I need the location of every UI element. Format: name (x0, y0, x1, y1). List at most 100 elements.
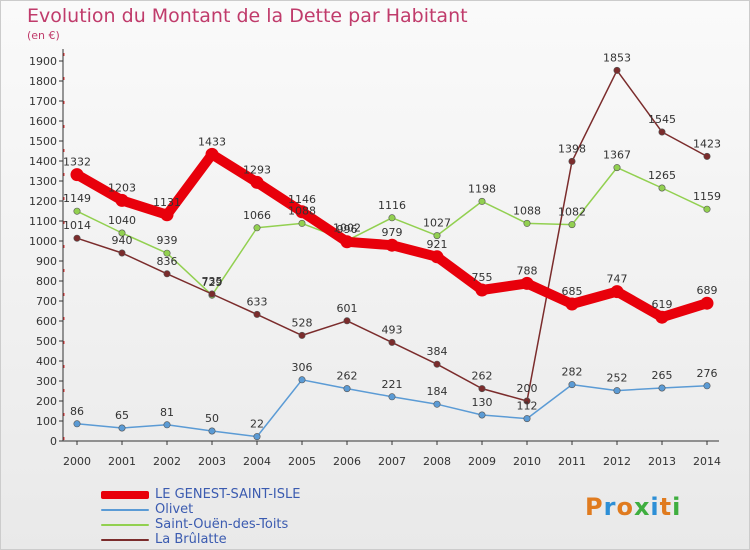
data-label-2: 1082 (558, 206, 586, 219)
logo-letter: i (672, 493, 682, 521)
legend-label: Saint-Ouën-des-Toits (155, 517, 289, 532)
y-tick-label: 800 (36, 275, 57, 288)
logo-letter: t (659, 493, 673, 521)
data-label-2: 1198 (468, 182, 496, 195)
data-label-2: 1088 (288, 204, 316, 217)
y-tick-label: 1500 (29, 135, 57, 148)
x-tick-label: 2012 (603, 455, 631, 468)
y-tick-label: 600 (36, 315, 57, 328)
series-point-0 (205, 147, 219, 161)
series-point-0 (610, 285, 624, 299)
series-point-3 (388, 338, 396, 346)
series-point-1 (298, 376, 306, 384)
data-label-3: 200 (517, 382, 538, 395)
series-point-0 (295, 205, 309, 219)
series-point-3 (298, 331, 306, 339)
x-tick-label: 2007 (378, 455, 406, 468)
series-point-3 (208, 290, 216, 298)
series-point-3 (568, 157, 576, 165)
data-label-0: 755 (472, 271, 493, 284)
data-label-1: 112 (517, 400, 538, 413)
data-label-3: 940 (112, 234, 133, 247)
legend-swatch (101, 538, 149, 541)
series-point-2 (703, 205, 711, 213)
x-tick-label: 2009 (468, 455, 496, 468)
series-point-2 (298, 219, 306, 227)
data-label-1: 282 (562, 366, 583, 379)
legend-label: Olivet (155, 502, 194, 517)
x-tick-label: 2013 (648, 455, 676, 468)
series-point-1 (208, 427, 216, 435)
data-label-3: 1545 (648, 113, 676, 126)
data-label-3: 1853 (603, 51, 631, 64)
data-label-3: 384 (427, 345, 448, 358)
series-point-0 (655, 310, 669, 324)
data-label-0: 1203 (108, 181, 136, 194)
series-point-0 (700, 296, 714, 310)
legend-item: La Brûlatte (101, 532, 300, 547)
data-label-0: 747 (607, 273, 628, 286)
data-label-3: 735 (202, 275, 223, 288)
y-tick-label: 1400 (29, 155, 57, 168)
data-label-1: 262 (337, 370, 358, 383)
y-tick-label: 500 (36, 335, 57, 348)
data-label-2: 1149 (63, 192, 91, 205)
series-point-0 (475, 283, 489, 297)
series-point-3 (253, 310, 261, 318)
data-label-3: 262 (472, 370, 493, 383)
data-label-1: 306 (292, 361, 313, 374)
series-point-1 (568, 381, 576, 389)
x-tick-label: 2008 (423, 455, 451, 468)
series-point-0 (250, 175, 264, 189)
x-tick-label: 2001 (108, 455, 136, 468)
y-tick-label: 1300 (29, 175, 57, 188)
data-label-1: 184 (427, 385, 448, 398)
data-label-2: 1066 (243, 209, 271, 222)
y-tick-label: 200 (36, 395, 57, 408)
data-label-0: 1146 (288, 193, 316, 206)
logo-letter: r (603, 493, 617, 521)
data-label-1: 276 (697, 367, 718, 380)
logo-letter: i (650, 493, 660, 521)
data-label-1: 22 (250, 418, 264, 431)
series-point-0 (385, 238, 399, 252)
data-label-3: 1423 (693, 137, 721, 150)
x-tick-label: 2011 (558, 455, 586, 468)
data-label-0: 1332 (63, 156, 91, 169)
legend-item: LE GENEST-SAINT-ISLE (101, 487, 300, 502)
series-point-1 (523, 415, 531, 423)
data-label-1: 265 (652, 369, 673, 382)
x-tick-label: 2003 (198, 455, 226, 468)
series-point-2 (118, 229, 126, 237)
series-point-0 (70, 168, 84, 182)
y-tick-label: 1800 (29, 75, 57, 88)
y-tick-label: 900 (36, 255, 57, 268)
legend-item: Olivet (101, 502, 300, 517)
legend-item: Saint-Ouën-des-Toits (101, 517, 300, 532)
data-label-3: 633 (247, 295, 268, 308)
series-point-1 (73, 420, 81, 428)
series-point-0 (565, 297, 579, 311)
series-point-2 (388, 214, 396, 222)
data-label-3: 836 (157, 255, 178, 268)
series-point-3 (478, 385, 486, 393)
y-tick-label: 300 (36, 375, 57, 388)
series-point-2 (658, 184, 666, 192)
data-label-2: 1040 (108, 214, 136, 227)
chart-legend: LE GENEST-SAINT-ISLE Olivet Saint-Ouën-des… (101, 487, 300, 547)
y-tick-label: 1700 (29, 95, 57, 108)
proxiti-logo: Proxiti (585, 493, 681, 521)
data-label-0: 979 (382, 226, 403, 239)
series-point-3 (343, 317, 351, 325)
data-label-2: 1367 (603, 149, 631, 162)
data-label-1: 221 (382, 378, 403, 391)
legend-swatch (101, 523, 149, 526)
y-tick-label: 1600 (29, 115, 57, 128)
x-tick-label: 2004 (243, 455, 271, 468)
data-label-2: 729 (202, 276, 223, 289)
series-point-2 (253, 224, 261, 232)
data-label-0: 1293 (243, 163, 271, 176)
series-point-1 (433, 400, 441, 408)
